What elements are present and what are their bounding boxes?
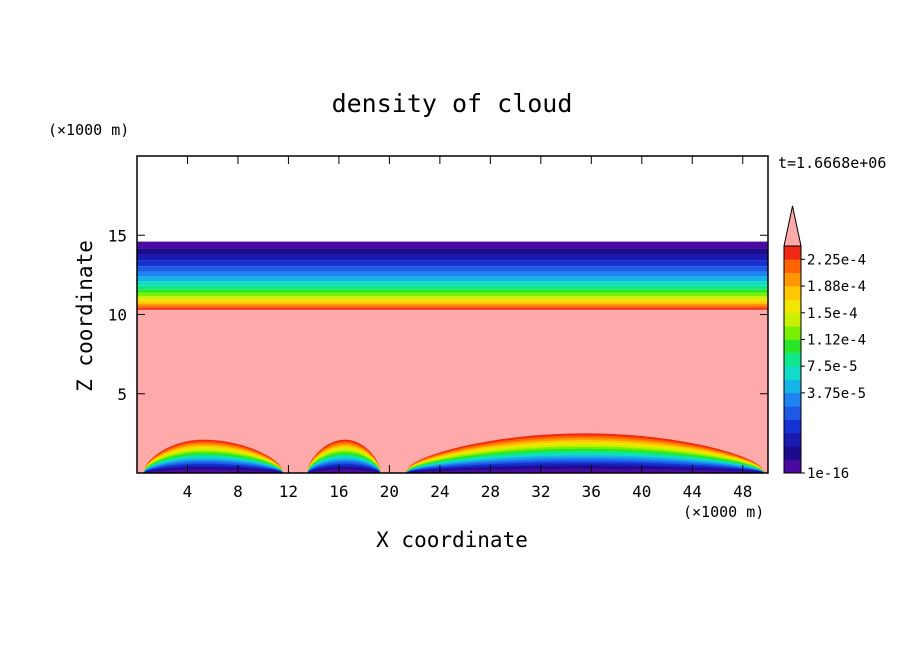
- colorbar-label: 1.12e-4: [807, 332, 866, 348]
- x-tick-label: 16: [329, 482, 348, 501]
- y-tick-label: 5: [117, 385, 127, 404]
- x-unit-label: (×1000 m): [683, 503, 764, 521]
- upper-layer-band: [137, 298, 768, 302]
- colorbar: 2.25e-4 1.88e-4 1.5e-4 1.12e-4 7.5e-5 3.75e-5…: [783, 205, 866, 482]
- plot-area: [137, 241, 768, 473]
- x-axis: 4 8 12 16 20 24 28 32 36 40 44 48: [183, 156, 752, 501]
- colorbar-swatch: [784, 259, 801, 274]
- upper-layer-band: [137, 301, 768, 304]
- colorbar-extend-arrow: [783, 205, 802, 247]
- upper-layer-band: [137, 305, 768, 308]
- colorbar-swatch: [784, 246, 801, 260]
- colorbar-swatch: [784, 432, 801, 447]
- x-tick-label: 20: [380, 482, 399, 501]
- colorbar-swatch: [784, 339, 801, 354]
- x-tick-label: 44: [683, 482, 702, 501]
- y-tick-label: 15: [108, 226, 127, 245]
- colorbar-label: 1.88e-4: [807, 279, 866, 295]
- colorbar-label: 1e-16: [807, 466, 849, 482]
- x-tick-label: 12: [279, 482, 298, 501]
- upper-layer-band: [137, 254, 768, 261]
- colorbar-swatch: [784, 366, 801, 380]
- colorbar-label: 3.75e-5: [807, 386, 866, 402]
- upper-layer-band: [137, 292, 768, 297]
- colorbar-swatch: [784, 272, 801, 287]
- y-axis: 5 10 15: [108, 226, 768, 404]
- upper-cloud-layer: [137, 241, 768, 473]
- lower-cloud-mounds: [143, 433, 766, 473]
- colorbar-swatch: [784, 446, 801, 460]
- x-tick-label: 48: [733, 482, 752, 501]
- cloud-mound: [307, 439, 381, 473]
- x-tick-label: 32: [531, 482, 550, 501]
- x-axis-label: X coordinate: [376, 528, 528, 552]
- y-tick-label: 10: [108, 306, 127, 325]
- chart-title: density of cloud: [332, 89, 573, 118]
- x-tick-label: 28: [481, 482, 500, 501]
- x-tick-label: 8: [233, 482, 243, 501]
- upper-layer-band: [137, 241, 768, 249]
- colorbar-swatch: [784, 392, 801, 407]
- colorbar-frame: [783, 245, 802, 474]
- colorbar-swatch: [784, 326, 801, 340]
- upper-layer-band: [137, 285, 768, 290]
- upper-layer-band: [137, 303, 768, 306]
- upper-layer-band: [137, 248, 768, 255]
- colorbar-label: 7.5e-5: [807, 359, 858, 375]
- y-unit-label: (×1000 m): [48, 121, 129, 139]
- upper-layer-band: [137, 271, 768, 277]
- cloud-mound: [143, 439, 284, 473]
- upper-layer-band: [137, 296, 768, 299]
- cloud-mound: [404, 433, 766, 473]
- time-label: t=1.6668e+06: [778, 154, 886, 172]
- x-tick-label: 4: [183, 482, 193, 501]
- upper-layer-band: [137, 260, 768, 267]
- upper-layer-band: [137, 307, 768, 310]
- x-tick-label: 24: [430, 482, 449, 501]
- colorbar-label: 2.25e-4: [807, 252, 866, 268]
- colorbar-swatch: [784, 419, 801, 434]
- upper-layer-band: [137, 281, 768, 286]
- colorbar-swatch: [784, 352, 801, 367]
- upper-layer-band: [137, 289, 768, 293]
- colorbar-swatch: [784, 459, 801, 474]
- y-axis-label: Z coordinate: [73, 240, 97, 392]
- x-tick-label: 40: [632, 482, 651, 501]
- upper-layer-band: [137, 276, 768, 282]
- x-tick-label: 36: [582, 482, 601, 501]
- upper-layer-band: [137, 266, 768, 272]
- colorbar-swatch: [784, 406, 801, 420]
- colorbar-swatch: [784, 379, 801, 394]
- colorbar-swatch: [784, 286, 801, 300]
- colorbar-label: 1.5e-4: [807, 306, 858, 322]
- colorbar-swatch: [784, 312, 801, 327]
- colorbar-swatch: [784, 299, 801, 314]
